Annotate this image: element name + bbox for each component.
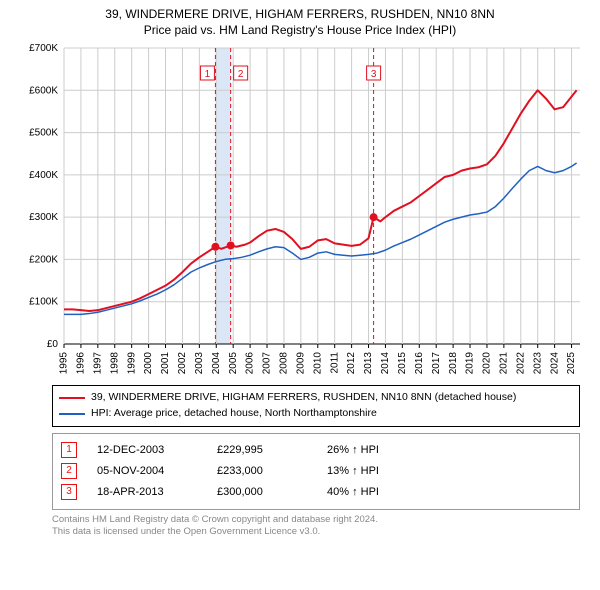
footer-line-1: Contains HM Land Registry data © Crown c… [52,514,580,527]
title-block: 39, WINDERMERE DRIVE, HIGHAM FERRERS, RU… [0,0,600,38]
svg-text:2022: 2022 [515,352,526,374]
svg-text:1: 1 [205,69,211,80]
svg-text:£700K: £700K [29,44,58,54]
sale-diff: 13% ↑ HPI [327,461,379,482]
chart-svg: £0 £100K £200K £300K £400K £500K £600K £700K 199… [12,44,588,374]
legend-swatch [59,397,85,399]
sales-table: 1 12-DEC-2003£229,99526% ↑ HPI 2 05-NOV-200… [52,433,580,510]
svg-text:2017: 2017 [431,352,442,374]
sale-marker: 3 [61,484,77,500]
sale-row: 2 05-NOV-2004£233,00013% ↑ HPI [61,461,571,482]
svg-text:2024: 2024 [549,352,560,374]
svg-text:2000: 2000 [143,352,154,374]
svg-text:2009: 2009 [295,352,306,374]
legend: 39, WINDERMERE DRIVE, HIGHAM FERRERS, RU… [52,385,580,427]
svg-text:£0: £0 [47,339,59,350]
legend-label: 39, WINDERMERE DRIVE, HIGHAM FERRERS, RU… [91,390,516,406]
sale-date: 05-NOV-2004 [97,461,217,482]
svg-text:2021: 2021 [499,352,510,374]
svg-text:2019: 2019 [465,352,476,374]
sale-row: 1 12-DEC-2003£229,99526% ↑ HPI [61,440,571,461]
svg-text:£200K: £200K [29,255,58,266]
svg-text:2003: 2003 [194,352,205,374]
svg-text:2025: 2025 [566,352,577,374]
svg-text:2011: 2011 [329,352,340,374]
sale-price: £233,000 [217,461,327,482]
svg-text:2020: 2020 [482,352,493,374]
footer-line-2: This data is licensed under the Open Gov… [52,526,580,539]
svg-text:2007: 2007 [262,352,273,374]
svg-text:£600K: £600K [29,86,58,97]
svg-text:£300K: £300K [29,213,58,224]
title-line-2: Price paid vs. HM Land Registry's House … [0,22,600,38]
sale-marker: 1 [61,442,77,458]
svg-text:2014: 2014 [380,352,391,374]
legend-label: HPI: Average price, detached house, Nort… [91,406,377,422]
sale-price: £300,000 [217,482,327,503]
svg-text:2012: 2012 [346,352,357,374]
footer: Contains HM Land Registry data © Crown c… [52,514,580,540]
chart: £0 £100K £200K £300K £400K £500K £600K £700K 199… [12,44,588,379]
svg-text:£400K: £400K [29,170,58,181]
legend-swatch [59,413,85,415]
svg-text:2001: 2001 [160,352,171,374]
svg-text:2002: 2002 [177,352,188,374]
svg-text:2008: 2008 [279,352,290,374]
svg-text:£100K: £100K [29,297,58,308]
sale-diff: 40% ↑ HPI [327,482,379,503]
svg-text:1995: 1995 [59,352,70,374]
sale-row: 3 18-APR-2013£300,00040% ↑ HPI [61,482,571,503]
svg-text:2018: 2018 [448,352,459,374]
sale-date: 12-DEC-2003 [97,440,217,461]
svg-text:1999: 1999 [126,352,137,374]
svg-text:1996: 1996 [76,352,87,374]
svg-text:£500K: £500K [29,128,58,139]
page: 39, WINDERMERE DRIVE, HIGHAM FERRERS, RU… [0,0,600,590]
svg-text:2010: 2010 [312,352,323,374]
svg-text:1998: 1998 [109,352,120,374]
svg-text:2: 2 [238,69,244,80]
svg-text:2016: 2016 [414,352,425,374]
sale-price: £229,995 [217,440,327,461]
sale-date: 18-APR-2013 [97,482,217,503]
svg-text:2005: 2005 [228,352,239,374]
title-line-1: 39, WINDERMERE DRIVE, HIGHAM FERRERS, RU… [0,6,600,22]
svg-text:2004: 2004 [211,352,222,374]
sale-marker: 2 [61,463,77,479]
svg-text:3: 3 [371,69,377,80]
legend-item: 39, WINDERMERE DRIVE, HIGHAM FERRERS, RU… [59,390,573,406]
svg-text:2023: 2023 [532,352,543,374]
svg-text:1997: 1997 [92,352,103,374]
legend-item: HPI: Average price, detached house, Nort… [59,406,573,422]
svg-text:2013: 2013 [363,352,374,374]
svg-text:2015: 2015 [397,352,408,374]
sale-diff: 26% ↑ HPI [327,440,379,461]
svg-text:2006: 2006 [245,352,256,374]
